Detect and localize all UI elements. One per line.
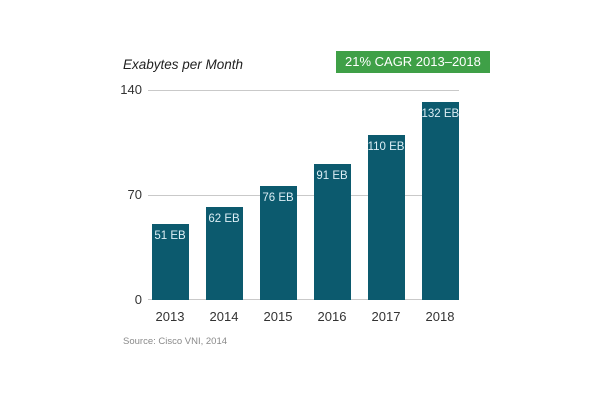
bar-2015: 76 EB bbox=[259, 186, 297, 300]
gridline-0 bbox=[148, 299, 459, 300]
bar-2016: 91 EB bbox=[313, 163, 351, 300]
plot-area: 0 70 140 51 EB 2013 62 EB 2014 76 EB 2015 91 EB 20… bbox=[120, 82, 460, 324]
bar-value-label: 132 EB bbox=[421, 108, 460, 120]
bar-value-label: 76 EB bbox=[262, 192, 294, 204]
gridline-140 bbox=[148, 90, 459, 91]
bar-value-label: 91 EB bbox=[316, 169, 348, 182]
source-note: Source: Cisco VNI, 2014 bbox=[123, 336, 228, 347]
bar-value-label: 110 EB bbox=[367, 141, 405, 153]
bar-value-label: 51 EB bbox=[154, 229, 186, 242]
bar-2014: 62 EB bbox=[205, 207, 243, 300]
bar-2017: 110 EB bbox=[367, 135, 405, 300]
y-tick-label-0: 0 bbox=[134, 292, 142, 307]
gridline-70 bbox=[148, 195, 459, 196]
cagr-badge: 21% CAGR 2013–2018 bbox=[336, 51, 490, 73]
y-tick-label-140: 140 bbox=[120, 82, 142, 97]
x-tick-label-2014: 2014 bbox=[209, 309, 239, 324]
x-tick-label-2016: 2016 bbox=[317, 309, 347, 324]
x-tick-label-2017: 2017 bbox=[371, 309, 401, 324]
x-tick-label-2018: 2018 bbox=[425, 309, 455, 324]
y-axis-unit-label: Exabytes per Month bbox=[123, 57, 244, 72]
x-tick-label-2015: 2015 bbox=[263, 309, 293, 324]
bar-value-label: 62 EB bbox=[208, 213, 240, 225]
y-tick-label-70: 70 bbox=[127, 187, 142, 202]
bar-2018: 132 EB bbox=[421, 102, 460, 300]
bar-2013: 51 EB bbox=[151, 223, 189, 300]
x-tick-label-2013: 2013 bbox=[155, 309, 185, 324]
